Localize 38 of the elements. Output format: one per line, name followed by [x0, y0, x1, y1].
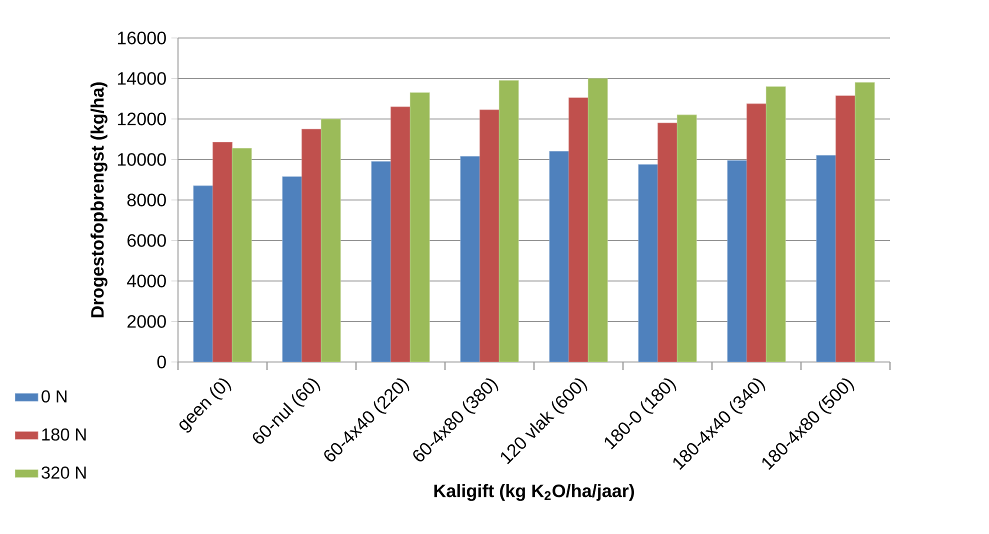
- bar: [568, 97, 588, 362]
- x-axis-title: Kaligift (kg K$_{2}$O/ha/jaar): [434, 484, 634, 501]
- bar: [727, 160, 748, 362]
- bar: [498, 80, 519, 362]
- bar: [638, 164, 658, 362]
- y-tick-label: 6000: [128, 234, 166, 247]
- bar: [410, 92, 430, 362]
- y-axis-title: Drogestofopbrengst (kg/ha): [90, 82, 108, 318]
- bar: [836, 95, 856, 362]
- bar: [816, 155, 836, 362]
- bar: [212, 142, 232, 362]
- y-tick-label: 0: [157, 356, 166, 368]
- bar: [460, 156, 480, 362]
- legend-label: 320 N: [42, 466, 86, 479]
- bar: [232, 148, 252, 362]
- y-tick-label: 16000: [118, 32, 166, 44]
- bar: [676, 114, 697, 362]
- bar: [282, 176, 302, 362]
- y-tick-label: 14000: [118, 72, 166, 85]
- y-tick-label: 2000: [127, 315, 166, 328]
- bar: [658, 122, 678, 362]
- bar: [549, 151, 570, 362]
- y-tick-label: 8000: [127, 194, 166, 206]
- legend-label: 180 N: [42, 428, 86, 441]
- bar: [480, 110, 500, 362]
- bar: [588, 78, 608, 362]
- bar: [766, 86, 786, 362]
- bar: [746, 104, 766, 362]
- bar: [320, 118, 341, 362]
- bar: [390, 106, 410, 362]
- bar: [193, 186, 214, 362]
- bar: [302, 128, 322, 362]
- y-tick-label: 10000: [118, 153, 166, 166]
- bar: [371, 161, 392, 362]
- y-tick-label: 4000: [127, 274, 166, 288]
- bar: [854, 82, 875, 362]
- legend-label: 0 N: [42, 390, 66, 403]
- y-tick-label: 12000: [118, 112, 166, 126]
